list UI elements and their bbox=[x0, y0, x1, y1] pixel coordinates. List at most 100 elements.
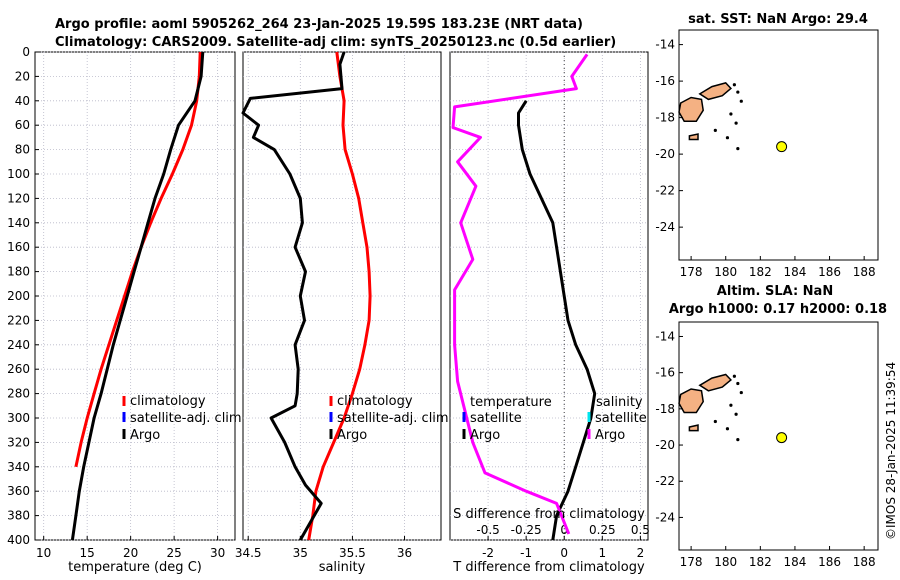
legend-label-satellite: satellite-adj. clim bbox=[337, 411, 449, 426]
sla-map-title-line1: Altim. SLA: NaN bbox=[717, 284, 833, 299]
map-x-tick-label: 178 bbox=[680, 265, 703, 279]
series-line-s-argo-clim bbox=[451, 53, 589, 535]
islet bbox=[739, 99, 743, 103]
island bbox=[698, 82, 732, 101]
map-x-tick-label: 184 bbox=[783, 555, 806, 569]
map-y-tick-label: -22 bbox=[655, 184, 675, 198]
islet bbox=[739, 390, 743, 395]
y-tick-label: 320 bbox=[7, 435, 30, 449]
x-tick-label: 2 bbox=[637, 546, 645, 560]
s-tick-label: 0.25 bbox=[589, 523, 616, 537]
temperature-xlabel: temperature (deg C) bbox=[68, 560, 202, 575]
legend-label-argo: Argo bbox=[337, 428, 367, 443]
y-tick-label: 280 bbox=[7, 387, 30, 401]
legend-label-s-argo: Argo bbox=[595, 428, 625, 443]
salinity-panel: 34.5 35 35.5 36 salinity climatology satell… bbox=[235, 51, 449, 575]
legend-label-satellite: satellite-adj. clim bbox=[130, 411, 242, 426]
legend-label-argo: Argo bbox=[130, 428, 160, 443]
sst-map-title: sat. SST: NaN Argo: 29.4 bbox=[688, 12, 868, 27]
island bbox=[698, 373, 732, 392]
sla-map-title-line2: Argo h1000: 0.17 h2000: 0.18 bbox=[669, 302, 887, 317]
y-tick-label: 60 bbox=[15, 118, 30, 132]
islet bbox=[713, 128, 717, 132]
difference-panel: -2 -1 0 1 2 -0.5 -0.25 0 0.25 0.5 T difference f… bbox=[449, 51, 650, 575]
sla-map: Altim. SLA: NaN Argo h1000: 0.17 h2000: … bbox=[655, 284, 887, 569]
map-y-tick-label: -18 bbox=[655, 402, 675, 416]
x-tick-label: 15 bbox=[80, 546, 95, 560]
figure-title-line2: Climatology: CARS2009. Satellite-adj cli… bbox=[55, 35, 616, 50]
salinity-xlabel: salinity bbox=[319, 560, 366, 575]
y-tick-label: 340 bbox=[7, 460, 30, 474]
x-tick-label: 0 bbox=[560, 546, 568, 560]
s-difference-label: S difference from climatology bbox=[453, 507, 645, 522]
islet bbox=[734, 412, 738, 416]
islet bbox=[725, 136, 730, 140]
islet bbox=[732, 374, 736, 378]
x-tick-label: 36 bbox=[397, 546, 412, 560]
salinity-legend: climatology satellite-adj. clim Argo bbox=[329, 394, 449, 443]
map-x-tick-label: 182 bbox=[749, 265, 772, 279]
argo-float-marker bbox=[776, 432, 788, 444]
islet bbox=[725, 427, 730, 431]
islet bbox=[736, 381, 740, 386]
y-tick-label: 40 bbox=[15, 94, 30, 108]
s-tick-label: -0.5 bbox=[476, 523, 499, 537]
map-x-tick-label: 182 bbox=[749, 555, 772, 569]
x-tick-label: -2 bbox=[482, 546, 494, 560]
legend-label-t-argo: Argo bbox=[470, 428, 500, 443]
y-tick-label: 80 bbox=[15, 143, 30, 157]
y-tick-label: 140 bbox=[7, 216, 30, 230]
y-tick-label: 360 bbox=[7, 484, 30, 498]
temperature-legend: climatology satellite-adj. clim Argo bbox=[122, 394, 242, 443]
legend-title-temperature: temperature bbox=[470, 395, 552, 410]
x-tick-label: 34.5 bbox=[235, 546, 262, 560]
imos-timestamp: ©IMOS 28-Jan-2025 11:39:54 bbox=[884, 362, 898, 540]
legend-label-climatology: climatology bbox=[130, 394, 206, 409]
x-tick-label: 20 bbox=[123, 546, 138, 560]
island bbox=[678, 388, 704, 414]
map-x-tick-label: 180 bbox=[714, 555, 737, 569]
argo-float-marker bbox=[776, 141, 788, 153]
map-x-tick-label: 180 bbox=[714, 265, 737, 279]
map-y-tick-label: -20 bbox=[655, 438, 675, 452]
sst-map: sat. SST: NaN Argo: 29.4 178 180 182 184 186… bbox=[655, 12, 879, 279]
island bbox=[678, 96, 704, 123]
difference-legend: temperature satellite Argo salinity sate… bbox=[462, 395, 647, 443]
map-x-tick-label: 188 bbox=[853, 265, 876, 279]
x-tick-label: 30 bbox=[210, 546, 225, 560]
series-line-t-argo-clim bbox=[517, 99, 597, 541]
y-tick-label: 160 bbox=[7, 240, 30, 254]
series-line-argo bbox=[70, 51, 205, 541]
map-x-tick-label: 178 bbox=[680, 555, 703, 569]
map-y-tick-label: -24 bbox=[655, 510, 675, 524]
t-difference-xlabel: T difference from climatology bbox=[452, 560, 645, 575]
map-y-tick-label: -24 bbox=[655, 220, 675, 234]
island bbox=[688, 133, 699, 141]
map-x-tick-label: 184 bbox=[783, 265, 806, 279]
y-tick-label: 400 bbox=[7, 533, 30, 547]
x-tick-label: 10 bbox=[36, 546, 51, 560]
islet bbox=[732, 83, 736, 87]
x-tick-label: 35 bbox=[293, 546, 308, 560]
series-line-argo bbox=[241, 51, 346, 541]
map-y-tick-label: -20 bbox=[655, 147, 675, 161]
x-tick-label: 25 bbox=[166, 546, 181, 560]
y-tick-label: 300 bbox=[7, 411, 30, 425]
islet bbox=[734, 121, 738, 125]
figure-title-line1: Argo profile: aoml 5905262_264 23-Jan-20… bbox=[55, 17, 583, 32]
y-tick-label: 100 bbox=[7, 167, 30, 181]
map-y-tick-label: -14 bbox=[655, 329, 675, 343]
islet bbox=[729, 403, 733, 407]
y-tick-label: 380 bbox=[7, 509, 30, 523]
legend-label-s-satellite: satellite bbox=[595, 411, 647, 426]
y-tick-label: 220 bbox=[7, 313, 30, 327]
legend-title-salinity: salinity bbox=[596, 395, 643, 410]
sla-map-axes bbox=[678, 321, 879, 551]
map-y-tick-label: -22 bbox=[655, 474, 675, 488]
temperature-panel: 0 20 40 60 80 100 120 140 160 180 200 220 240 260 280 3… bbox=[7, 45, 242, 575]
y-tick-label: 240 bbox=[7, 338, 30, 352]
islet bbox=[736, 147, 740, 151]
island bbox=[688, 424, 699, 432]
x-tick-label: 35.5 bbox=[339, 546, 366, 560]
